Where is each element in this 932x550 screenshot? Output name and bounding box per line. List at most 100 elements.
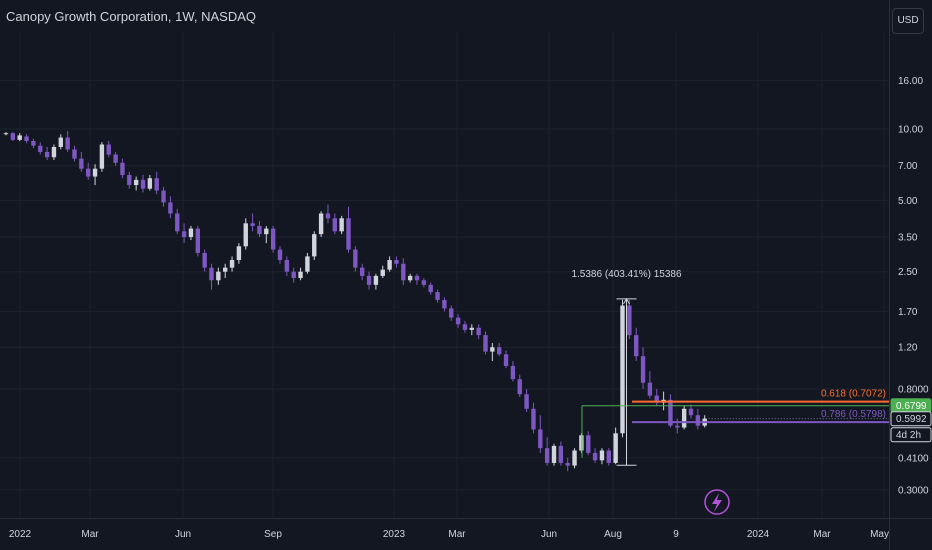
time-tick-label: May [870,529,889,540]
time-tick-label: 2023 [383,529,406,540]
time-tick-label: Mar [81,529,99,540]
candle [229,256,235,272]
candle [147,174,153,191]
fib-level-label: 0.786 (0.5798) [821,409,886,420]
candle [38,142,43,155]
candle [291,267,296,283]
candle [551,443,557,466]
candle [325,204,331,224]
candle [216,267,221,285]
fib-level-label: 0.618 (0.7072) [821,389,886,400]
candle [654,388,659,406]
candle [339,215,344,235]
candle [17,133,22,141]
svg-text:0.5992: 0.5992 [896,414,927,425]
candle-series [3,131,707,472]
candle [435,289,440,303]
price-tick-label: 7.00 [898,161,918,172]
candle [120,158,125,179]
price-tick-label: 0.3000 [898,485,929,496]
chart-title: Canopy Growth Corporation, 1W, NASDAQ [6,9,256,24]
candle [161,186,166,207]
candle [284,256,290,276]
measure-tool[interactable]: 1.5386 (403.41%) 15386 [571,269,682,466]
price-tick-label: 10.00 [898,125,923,136]
time-tick-label: 2022 [9,529,32,540]
candle [353,246,358,272]
candle [572,448,577,469]
candle [695,408,701,430]
candle [270,225,276,253]
candle [387,256,392,272]
candle [106,140,111,158]
candle [490,343,495,361]
candle [92,164,98,186]
candle [476,324,481,339]
candle [510,360,516,382]
svg-text:0.6799: 0.6799 [896,401,927,412]
price-tick-label: 0.8000 [898,384,929,395]
price-tick-label: 5.00 [898,196,918,207]
price-tag: 0.5992 [890,411,932,427]
candle [168,196,173,219]
candle [188,225,194,241]
price-tag: 0.6799 [890,398,932,414]
candle [380,265,385,279]
candle [44,146,50,160]
candle [181,223,187,244]
candle [65,131,70,152]
candle [592,448,598,463]
candle [373,273,379,290]
candle [681,405,687,430]
candle [318,211,324,238]
time-tick-label: Mar [448,529,466,540]
candle [606,448,611,466]
time-axis[interactable]: 2022 Mar Jun Sep 2023 Mar Jun Aug 9 2024 Mar May [9,529,889,540]
candle [414,273,420,285]
time-tick-label: Mar [813,529,831,540]
candle [133,176,139,191]
drawing-overlays: 0.618 (0.7072) 0.786 (0.5798) 1.5386 (403.… [571,269,889,466]
candle [332,213,337,235]
price-tick-label: 0.4100 [898,453,929,464]
candle [298,267,303,281]
candle [544,437,550,466]
candle [72,145,77,162]
candle [257,220,262,238]
candle [140,174,146,193]
candle [469,324,474,336]
candle [113,151,118,166]
candle [634,327,639,361]
candle [264,225,269,244]
candle [688,404,694,419]
candle [360,263,365,281]
candle [675,418,680,434]
candle [202,249,207,272]
candle [401,258,406,285]
time-tick-label: Jun [541,529,557,540]
candle [586,431,591,456]
currency-button[interactable]: USD [892,8,924,34]
candle [243,218,248,250]
candle [455,314,461,328]
candle [462,320,468,333]
candle [127,171,132,189]
candle [449,305,454,321]
lightning-icon[interactable] [704,489,730,515]
price-axis[interactable]: 16.00 10.00 7.00 5.00 3.50 2.50 1.70 1.20 0.8000… [890,76,932,496]
candle [421,278,427,288]
candle [558,441,564,466]
candle [497,343,502,357]
candle [538,415,543,453]
candle [579,433,584,453]
candle [209,263,214,290]
candle [31,138,36,149]
candle [524,388,529,412]
candle [627,299,632,339]
candle [503,350,509,369]
candle [366,271,372,290]
candle [531,402,536,434]
price-tag: 4d 2h [890,427,932,443]
